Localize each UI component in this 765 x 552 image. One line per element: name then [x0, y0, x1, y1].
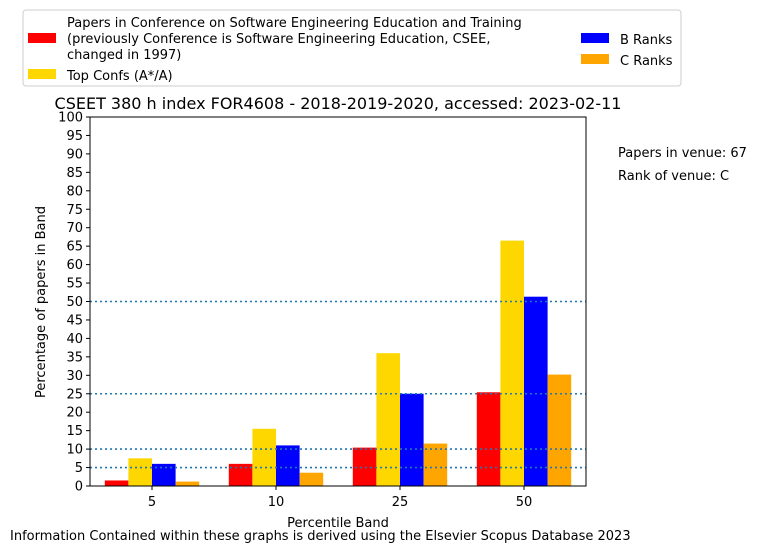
- bar-2-5: [128, 458, 152, 486]
- legend: Papers in Conference on Software Enginee…: [22, 9, 682, 87]
- bar-1-25: [352, 447, 377, 486]
- y-tick-label: 90: [66, 147, 83, 162]
- bar-3-50: [524, 296, 548, 486]
- bar-4-25: [423, 443, 448, 486]
- bar-3-5: [152, 463, 176, 486]
- y-tick-label: 45: [66, 313, 83, 328]
- y-tick-label: 35: [66, 350, 83, 365]
- y-tick-label: 40: [66, 332, 83, 347]
- y-tick-label: 100: [58, 111, 83, 126]
- bar-4-10: [299, 472, 324, 486]
- x-tick-label: 10: [268, 495, 285, 510]
- x-axis: 5 10 25 50: [148, 486, 532, 510]
- bar-3-10: [276, 445, 300, 486]
- legend-label-4: C Ranks: [620, 54, 673, 69]
- y-tick-label: 30: [66, 369, 83, 384]
- legend-label-3: B Ranks: [620, 33, 673, 48]
- legend-swatch-1: [28, 33, 56, 43]
- x-tick-label: 50: [516, 495, 533, 510]
- bar-2-25: [376, 353, 400, 486]
- y-tick-label: 0: [75, 480, 83, 495]
- x-tick-label: 5: [148, 495, 156, 510]
- bar-4-5: [175, 481, 200, 486]
- y-tick-label: 20: [66, 406, 83, 421]
- x-tick-label: 25: [392, 495, 409, 510]
- legend-frame: [22, 9, 682, 87]
- bar-1-50: [476, 392, 501, 486]
- y-tick-label: 60: [66, 258, 83, 273]
- y-tick-label: 80: [66, 184, 83, 199]
- y-tick-label: 15: [66, 424, 83, 439]
- y-axis-label: Percentage of papers in Band: [34, 206, 49, 398]
- bars-group: [104, 240, 572, 486]
- legend-swatch-4: [581, 54, 609, 64]
- y-tick-label: 5: [75, 461, 83, 476]
- y-tick-label: 10: [66, 443, 83, 458]
- bar-3-25: [400, 393, 424, 486]
- rank-of-venue-annotation: Rank of venue: C: [618, 169, 729, 184]
- legend-label-1: Papers in Conference on Software Enginee…: [67, 16, 522, 63]
- y-tick-label: 50: [66, 295, 83, 310]
- bar-2-10: [252, 428, 276, 486]
- y-tick-label: 95: [66, 129, 83, 144]
- y-tick-label: 65: [66, 240, 83, 255]
- y-tick-label: 85: [66, 166, 83, 181]
- bar-1-5: [104, 480, 129, 486]
- y-tick-label: 55: [66, 277, 83, 292]
- footer-note: Information Contained within these graph…: [10, 529, 631, 544]
- y-axis: 0 5 10 15 20 25 30 35 40 45 50 55 60 65 70 75 80 85 90 95 10…: [58, 111, 90, 495]
- papers-in-venue-annotation: Papers in venue: 67: [618, 146, 747, 161]
- y-tick-label: 70: [66, 221, 83, 236]
- legend-swatch-2: [28, 69, 56, 79]
- plot-area: 0 5 10 15 20 25 30 35 40 45 50 55 60 65 70 75 80 85 90 95 10…: [58, 111, 587, 510]
- y-tick-label: 75: [66, 203, 83, 218]
- chart-title: CSEET 380 h index FOR4608 - 2018-2019-20…: [55, 94, 622, 113]
- legend-label-2: Top Confs (A*/A): [66, 69, 173, 84]
- bar-1-10: [228, 463, 253, 486]
- legend-swatch-3: [581, 33, 609, 43]
- y-tick-label: 25: [66, 387, 83, 402]
- x-axis-label: Percentile Band: [287, 516, 389, 531]
- bar-4-50: [547, 374, 572, 486]
